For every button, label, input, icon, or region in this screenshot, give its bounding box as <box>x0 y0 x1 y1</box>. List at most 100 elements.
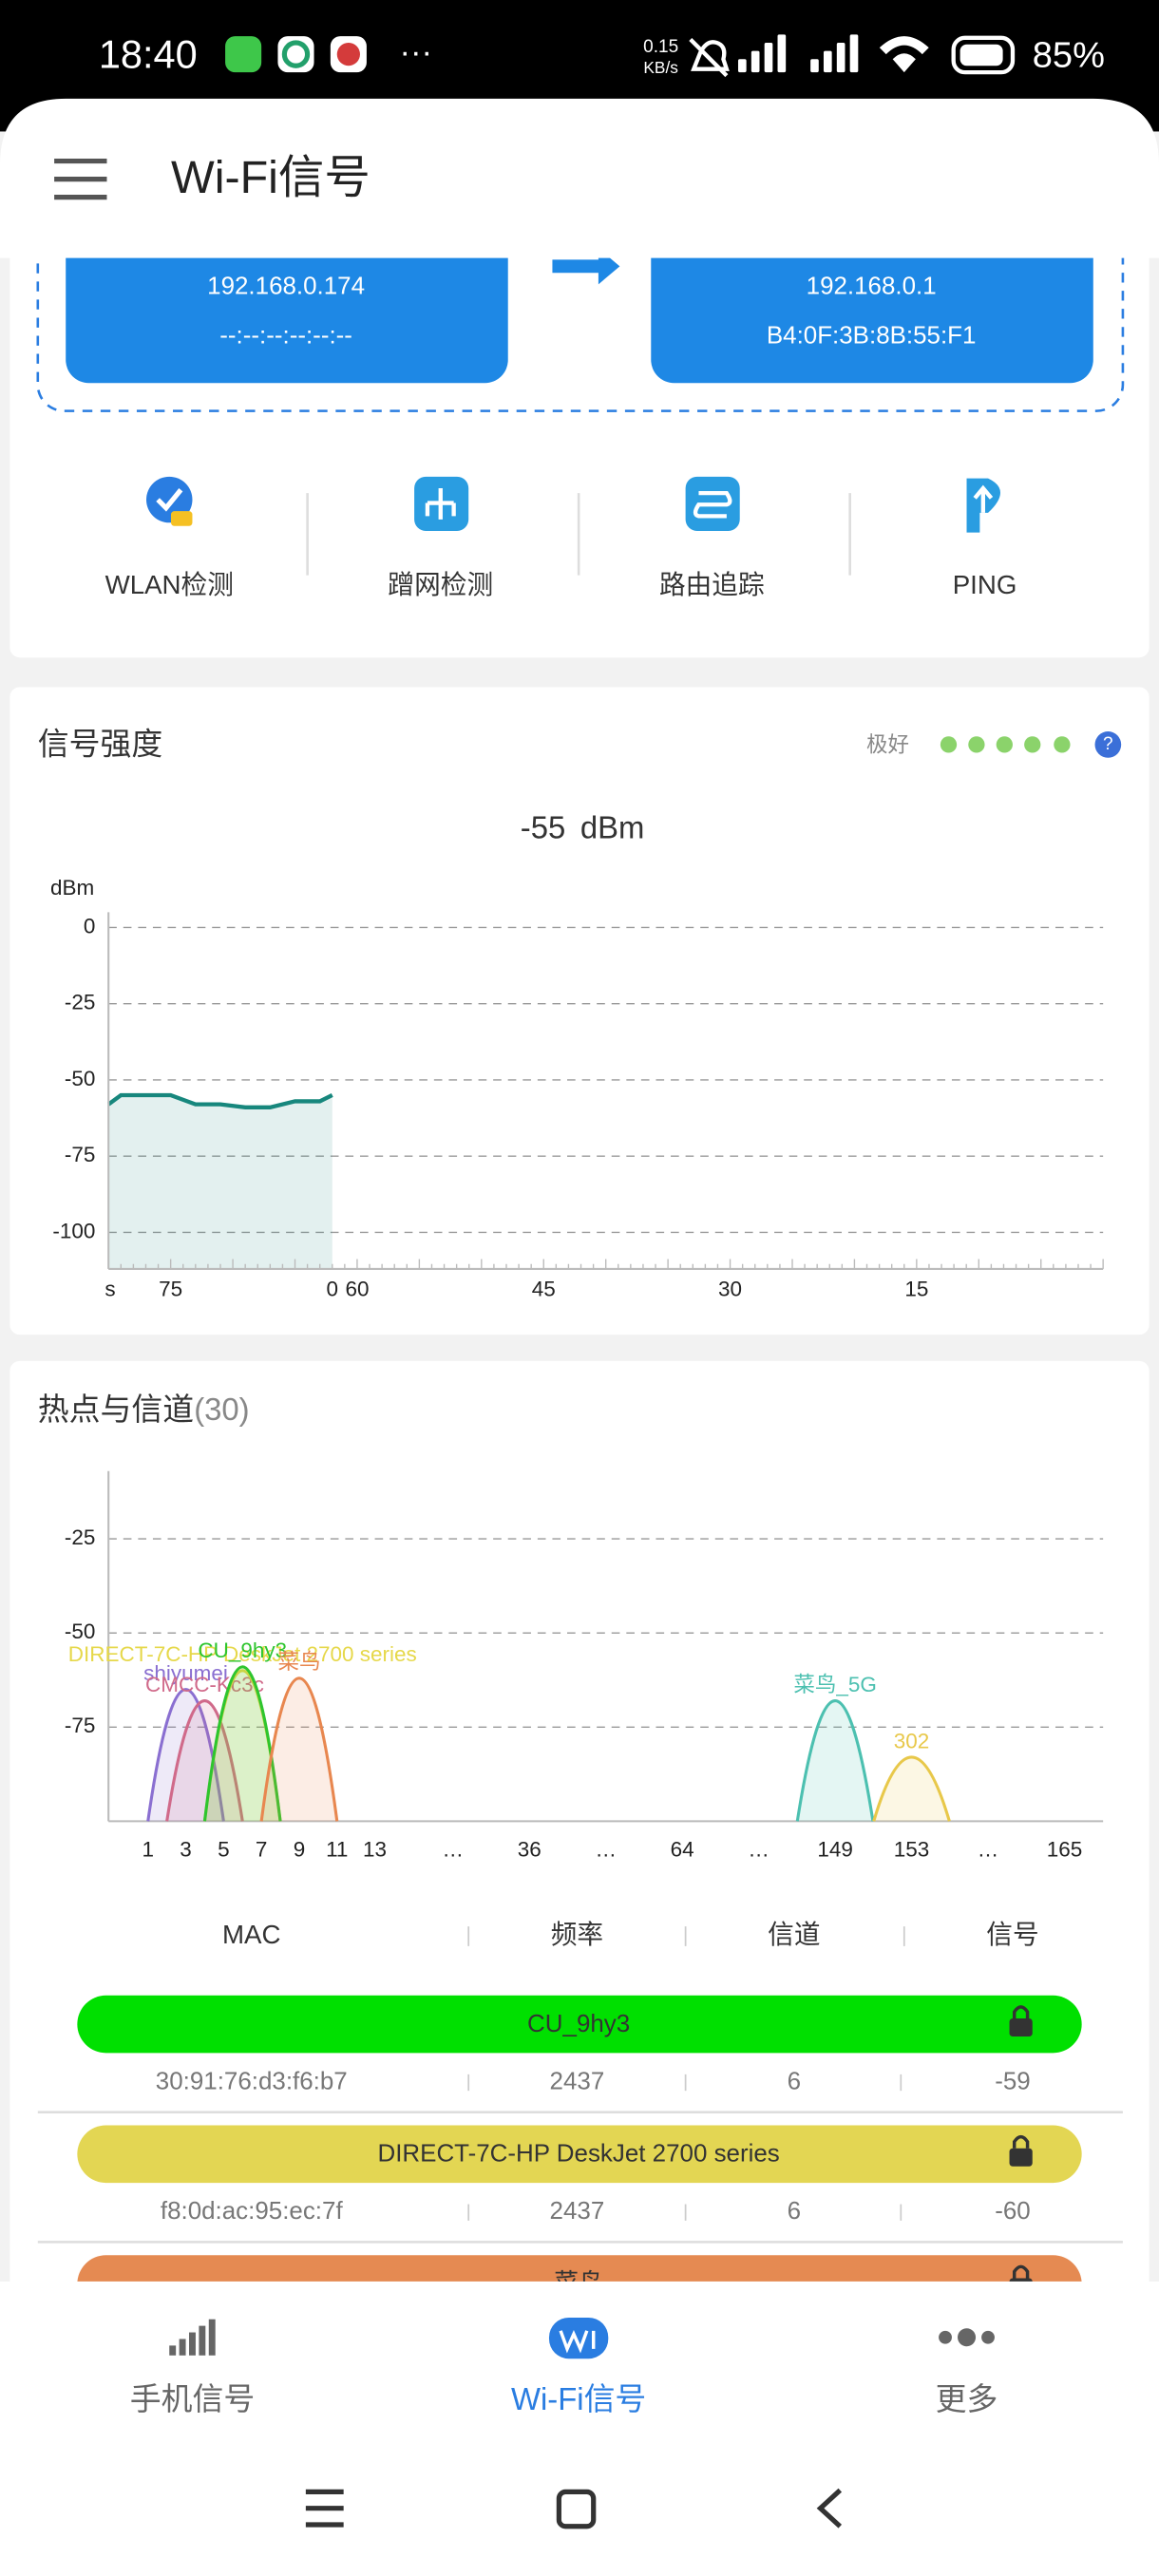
column-header: MAC <box>222 1920 281 1949</box>
lock-shackle <box>1012 2264 1030 2279</box>
app-icon-glyph <box>336 42 360 66</box>
x-tick-label: … <box>595 1837 616 1861</box>
lock-shackle <box>1012 2134 1030 2149</box>
x-axis-unit: s <box>104 1277 115 1300</box>
x-tick-label: 149 <box>817 1837 853 1861</box>
router-mac: B4:0F:3B:8B:55:F1 <box>767 323 977 350</box>
battery-level <box>960 44 1003 66</box>
x-tick-label: 11 <box>326 1837 348 1861</box>
card-title: 信号强度 <box>38 726 162 761</box>
current-unit: dBm <box>580 810 645 845</box>
signal: -60 <box>995 2198 1031 2225</box>
channel: 6 <box>788 2068 801 2094</box>
x-tick-label: … <box>748 1837 769 1861</box>
signal-quality: 极好 <box>866 733 909 757</box>
channel: 6 <box>788 2198 801 2225</box>
wifi-status-icon <box>879 36 929 73</box>
battery-text: 85% <box>1033 36 1105 76</box>
frequency: 2437 <box>550 2068 605 2094</box>
network-label: shiyumei <box>143 1661 228 1685</box>
nav-label[interactable]: 更多 <box>936 2381 998 2416</box>
menu-button[interactable] <box>54 158 107 200</box>
router-ip: 192.168.0.1 <box>807 274 937 300</box>
help-button[interactable] <box>1094 731 1122 758</box>
frequency: 2437 <box>550 2198 605 2225</box>
lock-shackle <box>1012 2005 1030 2019</box>
header-title: Wi-Fi信号 <box>171 152 370 203</box>
card-title: 热点与信道 <box>38 1392 194 1427</box>
signal: -59 <box>995 2068 1031 2094</box>
app-icon-glyph <box>281 40 311 68</box>
x-tick-label: 9 <box>294 1837 306 1861</box>
y-tick-label: -75 <box>65 1143 96 1166</box>
y-tick-label: -75 <box>65 1714 96 1737</box>
device-ip: 192.168.0.174 <box>207 274 365 300</box>
x-tick-label: 165 <box>1047 1837 1083 1861</box>
y-tick-label: -50 <box>65 1619 96 1643</box>
tool-label[interactable]: 蹭网检测 <box>388 570 493 599</box>
network-pill[interactable] <box>77 2125 1082 2184</box>
x-tick-label: … <box>443 1837 464 1861</box>
x-tick-label: 153 <box>894 1837 930 1861</box>
x-tick-label: 36 <box>518 1837 542 1861</box>
mac-address: 30:91:76:d3:f6:b7 <box>156 2068 348 2094</box>
app-icon <box>225 36 262 73</box>
cell-signal-icon <box>737 34 859 73</box>
x-tick-label: 13 <box>363 1837 387 1861</box>
signal-area <box>108 1094 332 1269</box>
y-tick-label: -25 <box>65 1525 96 1549</box>
x-tick-label: 75 <box>159 1277 182 1300</box>
tool-dividers <box>306 493 851 576</box>
x-tick-label: 1 <box>142 1837 154 1861</box>
current-signal: -55 <box>521 810 566 845</box>
network-label: 菜鸟_5G <box>793 1673 876 1696</box>
x-tick-label: 3 <box>180 1837 192 1861</box>
x-tick-label: 30 <box>718 1277 742 1300</box>
lock-icon <box>1009 2018 1033 2037</box>
status-time: 18:40 <box>99 32 198 77</box>
tool-label[interactable]: 路由追踪 <box>659 570 765 599</box>
net-unit: KB/s <box>643 58 678 77</box>
nav-icon <box>169 2319 216 2356</box>
help-glyph: ? <box>1103 734 1113 754</box>
column-header: 频率 <box>551 1920 603 1949</box>
app-header <box>0 98 1159 258</box>
nav-label[interactable]: 手机信号 <box>130 2381 255 2416</box>
nav-icon <box>939 2328 995 2347</box>
channel-arc <box>202 1665 282 1822</box>
tool-icons <box>146 476 1001 533</box>
quality-dots <box>940 736 1071 753</box>
network-label: 菜鸟 <box>277 1650 320 1674</box>
network-name: CU_9hy3 <box>527 2011 630 2037</box>
channel-arc <box>165 1699 244 1822</box>
x-tick-label: 15 <box>904 1277 928 1300</box>
mac-address: f8:0d:ac:95:ec:7f <box>161 2198 344 2225</box>
tool-label[interactable]: WLAN检测 <box>105 570 234 599</box>
device-mac: --:--:--:--:--:-- <box>219 323 352 350</box>
more-dots: ··· <box>400 34 433 70</box>
x-tick-label: 5 <box>218 1837 230 1861</box>
signal-line <box>106 1092 333 1109</box>
channel-arc <box>872 1755 951 1822</box>
network-name: DIRECT-7C-HP DeskJet 2700 series <box>377 2141 779 2168</box>
y-tick-label: -25 <box>65 991 96 1014</box>
tool-label[interactable]: PING <box>953 570 1017 599</box>
network-label: CU_9hy3 <box>198 1638 287 1662</box>
system-nav[interactable] <box>305 2488 843 2529</box>
hotspot-count: (30) <box>194 1392 249 1427</box>
lock-icon <box>1009 2148 1033 2167</box>
y-axis-label: dBm <box>50 876 94 900</box>
signal-card <box>10 687 1150 1335</box>
network-pill[interactable] <box>77 1995 1082 2054</box>
mute-icon <box>689 38 730 78</box>
x-tick-label: … <box>978 1837 998 1861</box>
net-speed: 0.15 <box>643 37 678 57</box>
y-tick-label: -50 <box>65 1067 96 1090</box>
y-tick-label: 0 <box>84 914 96 938</box>
nav-label-active[interactable]: Wi-Fi信号 <box>511 2381 646 2416</box>
column-header: 信号 <box>986 1920 1038 1949</box>
y-tick-label: -100 <box>52 1219 95 1242</box>
battery-icon <box>951 35 1016 75</box>
